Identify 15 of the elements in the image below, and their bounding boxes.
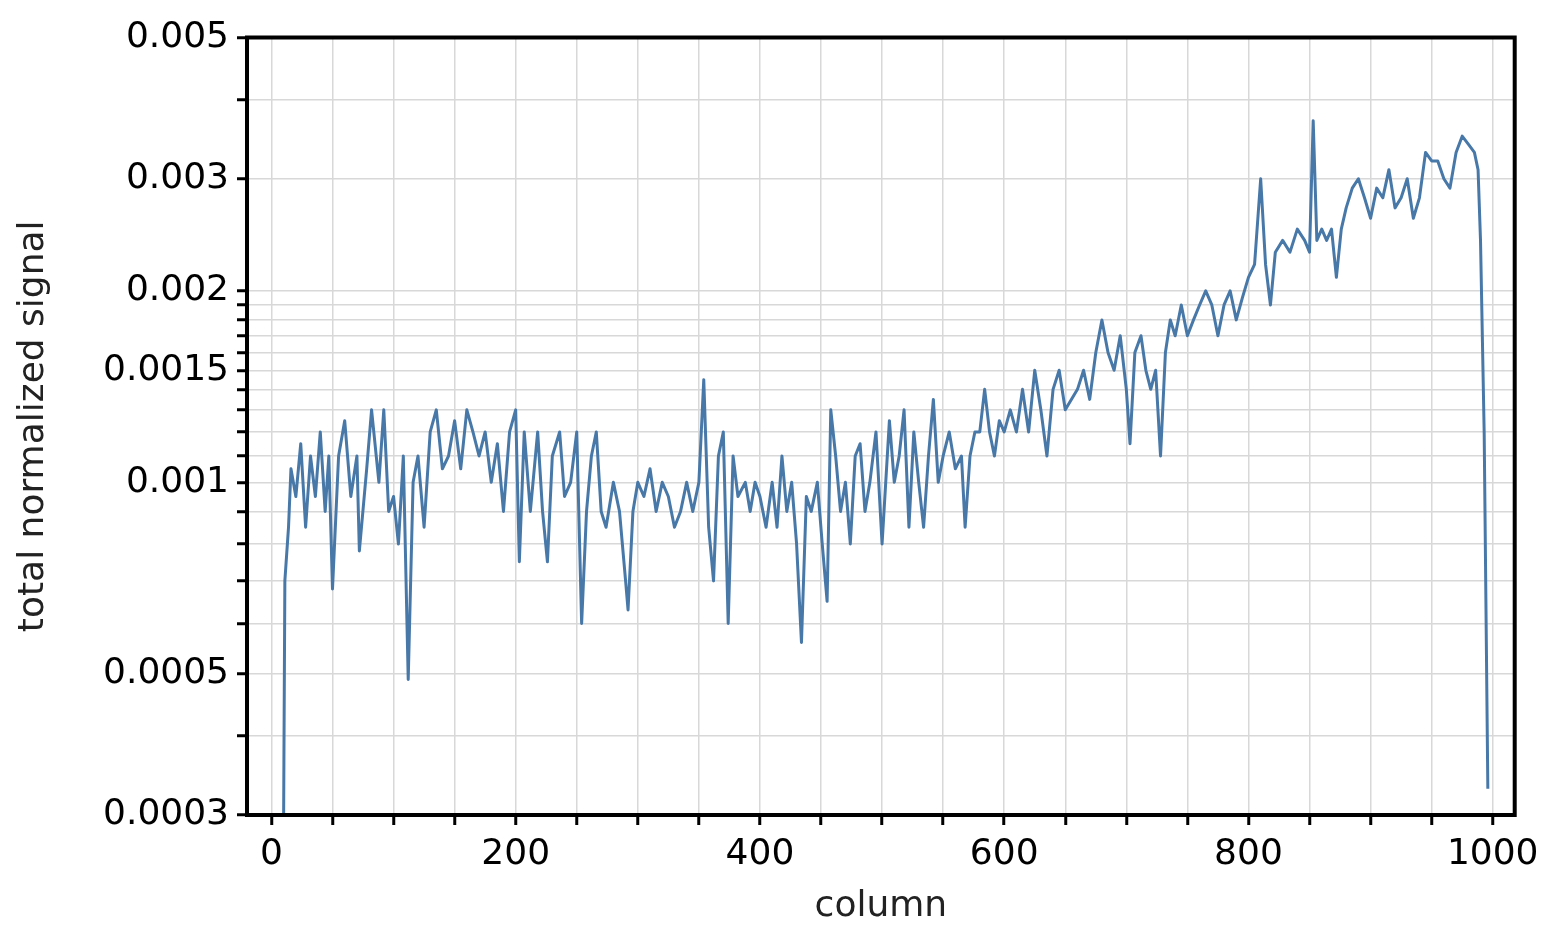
x-axis-title: column [814,882,948,924]
x-tick-label: 0 [259,830,283,872]
y-axis-title: total normalized signal [9,220,51,633]
x-tick-label: 800 [1214,830,1283,872]
y-tick-label: 0.005 [125,13,229,55]
y-tick-label: 0.0015 [103,346,229,388]
y-tick-label: 0.001 [125,458,229,500]
y-tick-label: 0.0005 [103,650,229,692]
x-tick-label: 200 [481,830,551,872]
x-tick-label: 400 [725,830,795,872]
x-tick-label: 1000 [1446,830,1539,872]
x-tick-label: 600 [969,830,1039,872]
y-tick-label: 0.0003 [103,791,229,833]
y-tick-label: 0.002 [125,267,229,309]
y-tick-label: 0.003 [125,155,229,197]
